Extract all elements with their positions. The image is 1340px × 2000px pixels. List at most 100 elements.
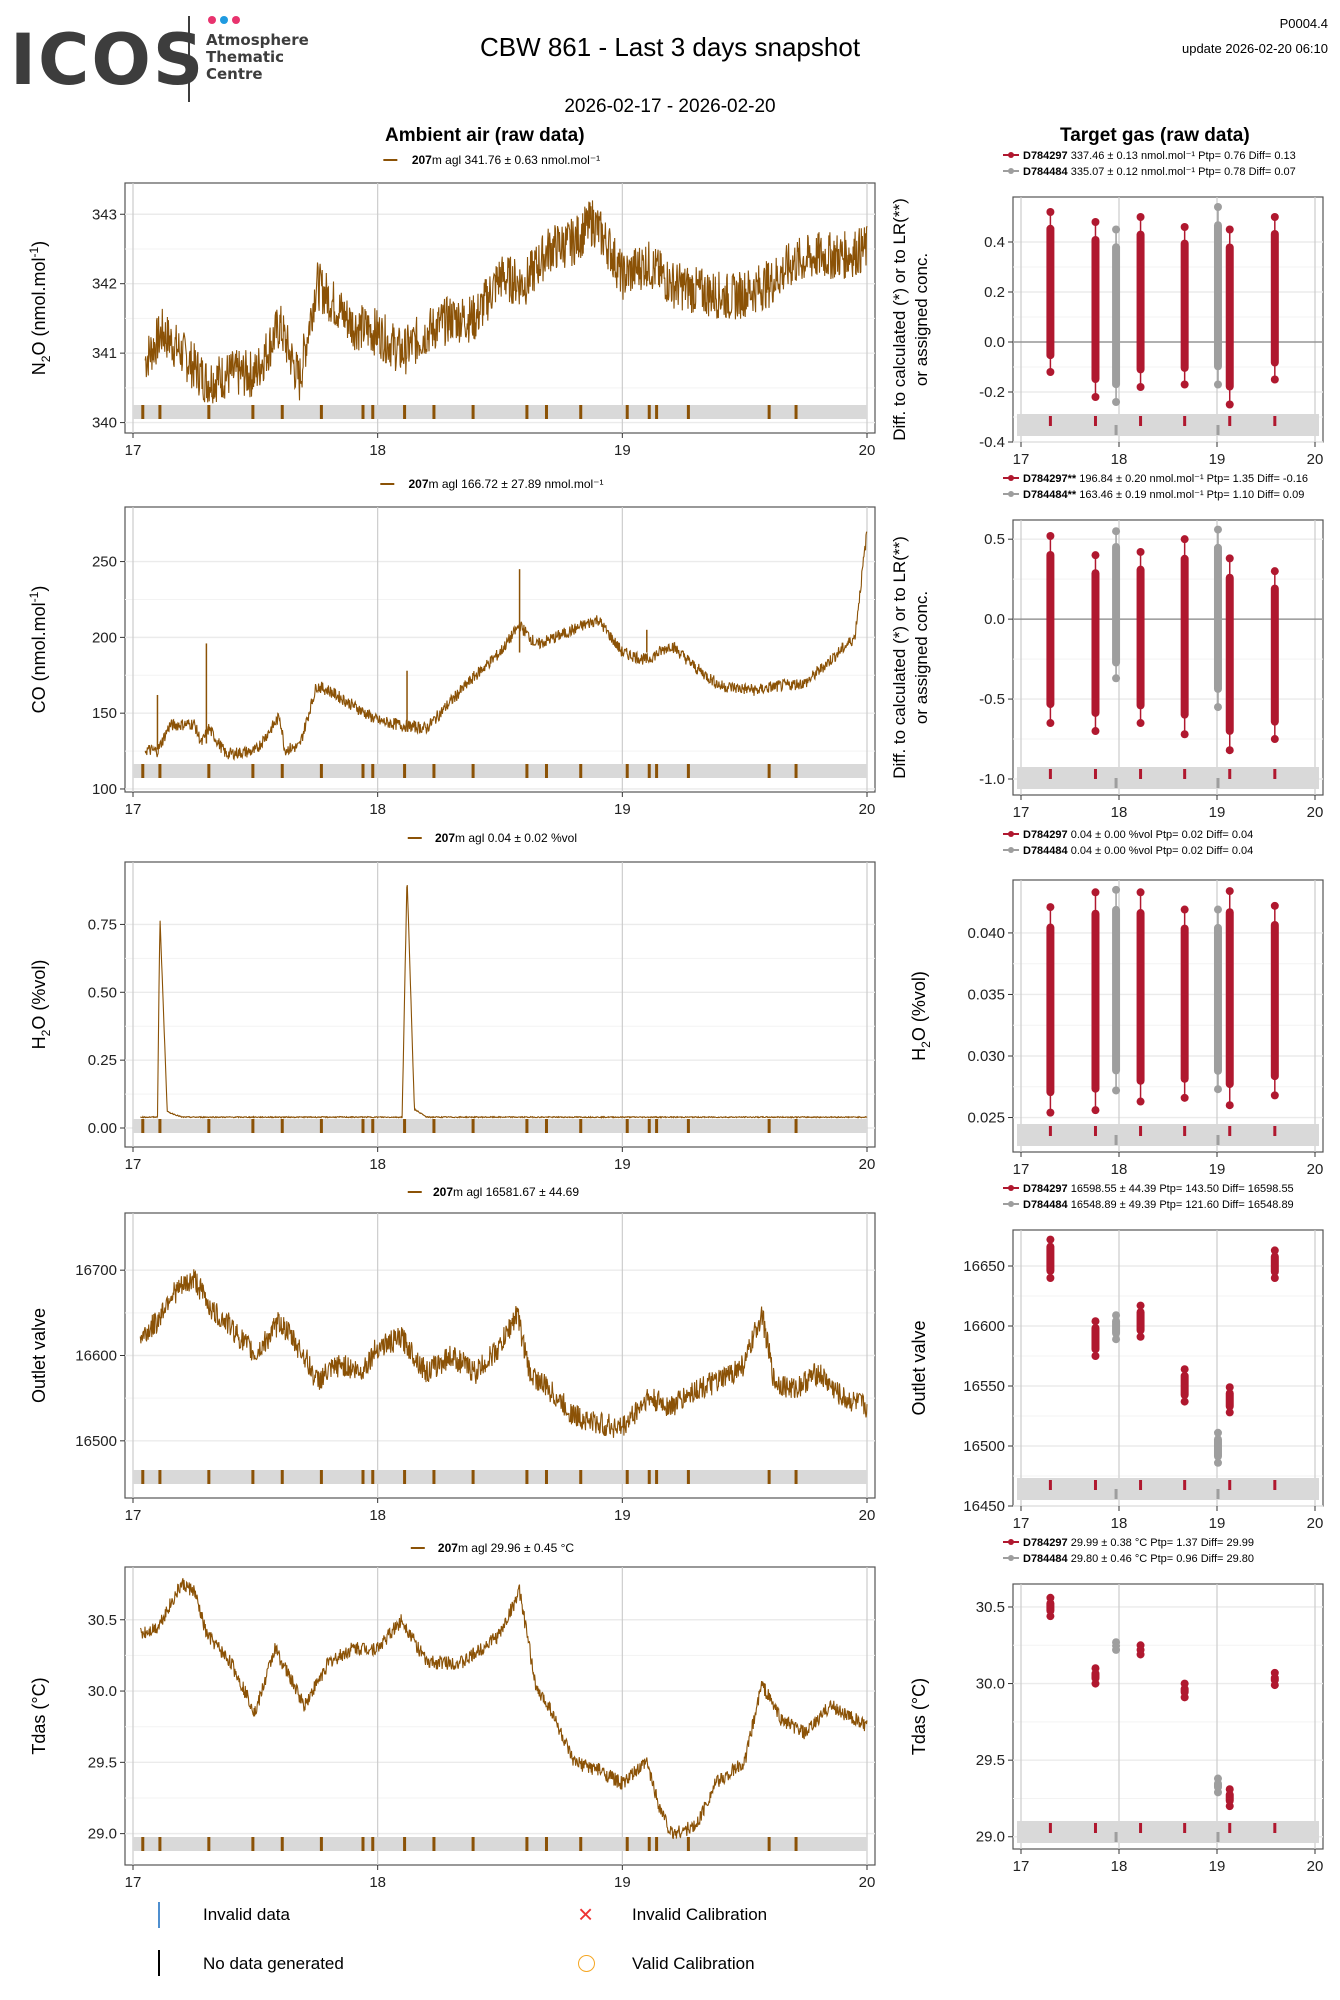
x-tick-label: 19 bbox=[614, 1874, 631, 1891]
y-tick-label: 16450 bbox=[963, 1498, 1005, 1515]
y-tick-label: 0.030 bbox=[967, 1048, 1005, 1065]
target-legend-entry: D784297 16598.55 ± 44.39 Ptp= 143.50 Dif… bbox=[1003, 1183, 1294, 1195]
y-tick-label: 340 bbox=[92, 415, 117, 432]
target-point-cluster bbox=[1270, 584, 1279, 726]
flag-mark bbox=[371, 405, 375, 419]
y-tick-label: 0.0 bbox=[984, 611, 1005, 628]
flag-mark bbox=[361, 1470, 365, 1484]
flag-mark bbox=[1114, 1135, 1118, 1145]
flag-mark bbox=[403, 1837, 407, 1851]
flag-mark bbox=[1228, 1126, 1232, 1136]
target-point-cluster bbox=[1091, 569, 1100, 717]
legend-point-swatch bbox=[1008, 1539, 1014, 1545]
flag-mark bbox=[319, 1470, 323, 1484]
target-point-cluster bbox=[1112, 542, 1121, 667]
y-axis-label-text: H2O (%vol) bbox=[909, 971, 933, 1061]
target-point bbox=[1270, 1246, 1279, 1255]
series-legend-text: 207m agl 16581.67 ± 44.69 bbox=[433, 1185, 579, 1199]
y-axis-label-text: Tdas (°C) bbox=[29, 1677, 49, 1754]
target-point bbox=[1180, 1397, 1189, 1406]
y-axis-label-text: Tdas (°C) bbox=[909, 1678, 929, 1755]
flag-mark bbox=[432, 405, 436, 419]
series-legend: 207m agl 166.72 ± 27.89 nmol.mol⁻¹ bbox=[380, 477, 604, 491]
y-tick-label: 16500 bbox=[75, 1433, 117, 1450]
x-tick-label: 17 bbox=[1013, 1515, 1030, 1532]
invalid-data-mark bbox=[158, 1902, 160, 1928]
flag-mark bbox=[471, 764, 475, 778]
flag-mark bbox=[1273, 1126, 1277, 1136]
data-series-line bbox=[139, 1269, 868, 1438]
y-tick-label: 29.5 bbox=[976, 1752, 1005, 1769]
y-tick-label: 0.025 bbox=[967, 1110, 1005, 1127]
data-series-line bbox=[139, 1578, 868, 1840]
flag-mark bbox=[403, 405, 407, 419]
flag-mark bbox=[280, 1119, 284, 1133]
target-point bbox=[1225, 1101, 1234, 1110]
flag-mark bbox=[579, 1470, 583, 1484]
x-tick-label: 17 bbox=[1013, 804, 1030, 821]
target-point-cluster bbox=[1136, 1308, 1145, 1335]
flag-mark bbox=[361, 764, 365, 778]
y-tick-label: 341 bbox=[92, 345, 117, 362]
target-legend-entry: D784297 337.46 ± 0.13 nmol.mol⁻¹ Ptp= 0.… bbox=[1003, 150, 1296, 162]
flag-mark bbox=[1183, 1823, 1187, 1833]
x-tick-label: 18 bbox=[1111, 1161, 1128, 1178]
flag-mark bbox=[403, 1470, 407, 1484]
page-title: CBW 861 - Last 3 days snapshot bbox=[479, 32, 861, 62]
target-point bbox=[1112, 1335, 1121, 1344]
flag-mark bbox=[1139, 416, 1143, 426]
target-point-cluster bbox=[1225, 1389, 1234, 1411]
y-axis-label-line: or assigned conc. bbox=[912, 591, 931, 724]
target-point bbox=[1180, 223, 1189, 231]
logo-subtitle-line: Thematic bbox=[206, 48, 285, 66]
flag-mark bbox=[544, 1119, 548, 1133]
target-point-cluster bbox=[1213, 221, 1222, 371]
valid-calibration-mark bbox=[578, 1955, 595, 1972]
x-tick-label: 18 bbox=[369, 1156, 386, 1173]
flag-mark bbox=[1114, 425, 1118, 435]
flag-mark bbox=[471, 1470, 475, 1484]
flag-mark bbox=[767, 405, 771, 419]
x-tick-label: 19 bbox=[1209, 804, 1226, 821]
y-tick-label: 0.25 bbox=[88, 1052, 117, 1069]
date-range: 2026-02-17 - 2026-02-20 bbox=[564, 96, 776, 117]
target-point bbox=[1213, 1085, 1222, 1094]
flag-mark bbox=[1139, 1823, 1143, 1833]
target-point bbox=[1136, 1301, 1145, 1310]
target-point-cluster bbox=[1180, 1371, 1189, 1400]
y-tick-label: 250 bbox=[92, 554, 117, 571]
flag-mark bbox=[767, 1119, 771, 1133]
target-point bbox=[1136, 1332, 1145, 1341]
target-point bbox=[1180, 1365, 1189, 1374]
target-legend-entry: D784484 335.07 ± 0.12 nmol.mol⁻¹ Ptp= 0.… bbox=[1003, 166, 1296, 178]
target-point bbox=[1136, 719, 1145, 728]
flag-mark bbox=[647, 764, 651, 778]
target-point-cluster bbox=[1136, 565, 1145, 710]
target-point bbox=[1091, 1106, 1100, 1115]
target-point bbox=[1270, 1091, 1279, 1100]
flag-mark bbox=[1228, 416, 1232, 426]
target-point bbox=[1046, 903, 1055, 912]
x-tick-label: 20 bbox=[859, 1156, 876, 1173]
h2o-ambient-plot-panel bbox=[124, 861, 876, 1148]
flag-mark bbox=[525, 1119, 529, 1133]
y-axis-label: H2O (%vol) bbox=[29, 960, 53, 1050]
flag-mark bbox=[158, 1837, 162, 1851]
target-point-cluster bbox=[1091, 909, 1100, 1093]
flag-mark bbox=[158, 405, 162, 419]
flag-mark bbox=[361, 405, 365, 419]
flag-mark bbox=[251, 1119, 255, 1133]
target-point-cluster bbox=[1225, 908, 1234, 1089]
flag-mark bbox=[625, 1470, 629, 1484]
target-point bbox=[1112, 1086, 1121, 1095]
target-point bbox=[1270, 375, 1279, 384]
legend-valid-calibration: Valid Calibration bbox=[632, 1954, 755, 1973]
flag-mark bbox=[319, 405, 323, 419]
flag-mark bbox=[579, 1119, 583, 1133]
flag-mark bbox=[432, 1119, 436, 1133]
series-legend: 207m agl 16581.67 ± 44.69 bbox=[407, 1185, 579, 1199]
y-axis-label: H2O (%vol) bbox=[909, 971, 933, 1061]
flag-mark bbox=[579, 1837, 583, 1851]
x-tick-label: 18 bbox=[369, 1874, 386, 1891]
y-axis-label-line: Diff. to calculated (*) or to LR(**) bbox=[890, 536, 909, 779]
